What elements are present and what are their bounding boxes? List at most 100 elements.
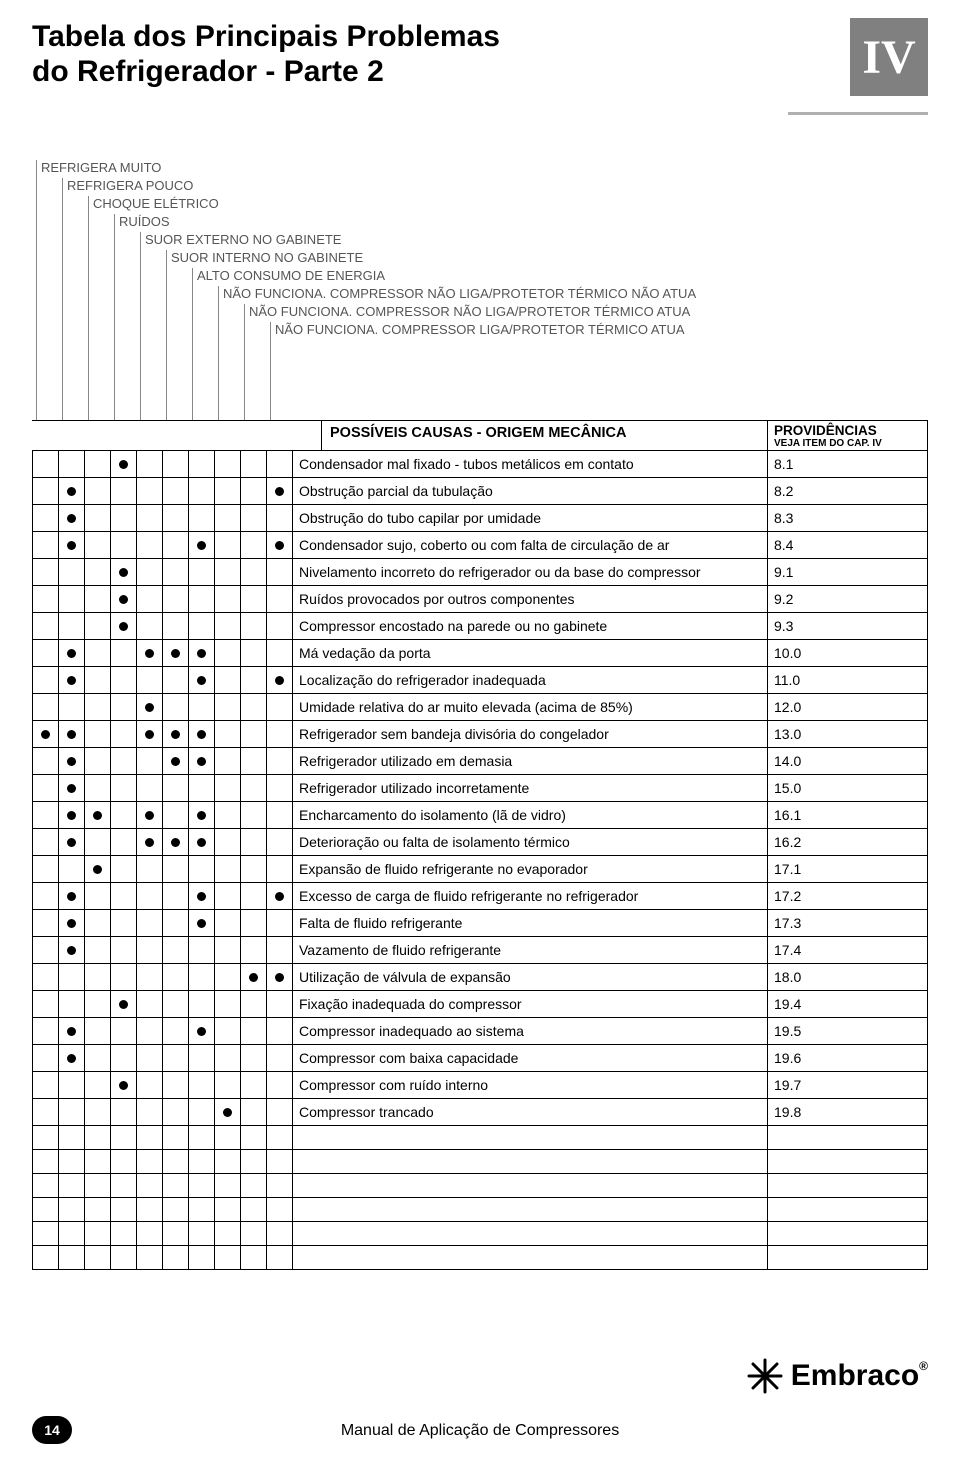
cause-description: Deterioração ou falta de isolamento térm…: [293, 829, 768, 856]
symptom-dot-cell: [137, 829, 163, 856]
symptom-dot-cell: [215, 775, 241, 802]
blank-cell: [293, 1246, 768, 1270]
blank-cell: [267, 1222, 293, 1246]
symptom-dot-cell: [215, 802, 241, 829]
symptom-dot-cell: [59, 856, 85, 883]
symptom-dot-cell: [267, 1072, 293, 1099]
symptom-dot-cell: [33, 640, 59, 667]
symptom-dot-cell: [241, 802, 267, 829]
symptom-dot-cell: [111, 883, 137, 910]
footer-title: Manual de Aplicação de Compressores: [0, 1422, 960, 1440]
symptom-dot-cell: [163, 694, 189, 721]
symptom-dot-cell: [33, 829, 59, 856]
dot-marker: [67, 730, 76, 739]
symptom-dot-cell: [215, 1018, 241, 1045]
symptom-dot-cell: [111, 937, 137, 964]
symptom-dot-cell: [33, 991, 59, 1018]
cause-description: Refrigerador utilizado incorretamente: [293, 775, 768, 802]
symptom-dot-cell: [137, 559, 163, 586]
blank-cell: [215, 1174, 241, 1198]
symptom-dot-cell: [267, 694, 293, 721]
symptom-dot-cell: [189, 640, 215, 667]
dot-marker: [275, 892, 284, 901]
blank-cell: [215, 1198, 241, 1222]
symptom-dot-cell: [111, 775, 137, 802]
symptom-dot-cell: [215, 667, 241, 694]
symptom-dot-cell: [33, 856, 59, 883]
table-row: Refrigerador utilizado em demasia14.0: [33, 748, 928, 775]
symptom-dot-cell: [189, 532, 215, 559]
symptom-dot-cell: [215, 748, 241, 775]
symptom-dot-cell: [33, 910, 59, 937]
symptom-dot-cell: [215, 478, 241, 505]
symptom-dot-cell: [33, 505, 59, 532]
table-row-blank: [33, 1246, 928, 1270]
dot-marker: [67, 892, 76, 901]
blank-cell: [111, 1246, 137, 1270]
symptom-dot-cell: [33, 586, 59, 613]
reference-code: 19.6: [768, 1045, 928, 1072]
dot-marker: [223, 1108, 232, 1117]
symptom-dot-cell: [267, 829, 293, 856]
symptom-dot-cell: [163, 721, 189, 748]
reference-code: 19.8: [768, 1099, 928, 1126]
snowflake-icon: [747, 1358, 783, 1394]
symptom-dot-cell: [267, 964, 293, 991]
title-line-1: Tabela dos Principais Problemas: [32, 20, 500, 53]
symptom-dot-cell: [241, 640, 267, 667]
blank-cell: [189, 1246, 215, 1270]
cause-description: Refrigerador sem bandeja divisória do co…: [293, 721, 768, 748]
symptom-dot-cell: [137, 451, 163, 478]
blank-cell: [189, 1222, 215, 1246]
blank-cell: [85, 1174, 111, 1198]
symptom-dot-cell: [241, 1018, 267, 1045]
table-row: Localização do refrigerador inadequada11…: [33, 667, 928, 694]
symptom-dot-cell: [137, 532, 163, 559]
symptom-dot-cell: [111, 613, 137, 640]
table-row: Refrigerador sem bandeja divisória do co…: [33, 721, 928, 748]
symptom-dot-cell: [59, 613, 85, 640]
symptom-dot-cell: [59, 775, 85, 802]
symptom-dot-cell: [59, 910, 85, 937]
symptom-dot-cell: [163, 775, 189, 802]
chapter-underline: [788, 112, 928, 115]
symptom-column-line: [166, 266, 167, 420]
symptom-dot-cell: [85, 937, 111, 964]
blank-cell: [111, 1150, 137, 1174]
symptom-dot-cell: [33, 613, 59, 640]
symptom-dot-cell: [163, 613, 189, 640]
dot-marker: [67, 514, 76, 523]
symptom-dot-cell: [85, 478, 111, 505]
symptom-dot-cell: [111, 1045, 137, 1072]
blank-cell: [111, 1126, 137, 1150]
blank-cell: [163, 1150, 189, 1174]
symptom-dot-cell: [111, 829, 137, 856]
symptom-dot-cell: [85, 451, 111, 478]
symptom-dot-cell: [137, 775, 163, 802]
dot-marker: [67, 838, 76, 847]
symptom-dot-cell: [111, 964, 137, 991]
symptom-dot-cell: [111, 640, 137, 667]
dot-marker: [67, 541, 76, 550]
dot-marker: [41, 730, 50, 739]
symptom-dot-cell: [85, 613, 111, 640]
reference-code: 13.0: [768, 721, 928, 748]
providencias-subheader: VEJA ITEM DO CAP. IV: [774, 438, 921, 449]
symptom-dot-cell: [241, 505, 267, 532]
symptom-dot-cell: [267, 532, 293, 559]
table-row: Umidade relativa do ar muito elevada (ac…: [33, 694, 928, 721]
symptom-dot-cell: [189, 910, 215, 937]
reference-code: 12.0: [768, 694, 928, 721]
dot-marker: [119, 1081, 128, 1090]
main-content: REFRIGERA MUITOREFRIGERA POUCOCHOQUE ELÉ…: [32, 160, 928, 450]
cause-description: Vazamento de fluido refrigerante: [293, 937, 768, 964]
symptom-dot-cell: [85, 1099, 111, 1126]
symptom-dot-cell: [59, 964, 85, 991]
blank-cell: [267, 1198, 293, 1222]
symptom-dot-cell: [111, 478, 137, 505]
symptom-dot-cell: [215, 721, 241, 748]
cause-description: Expansão de fluido refrigerante no evapo…: [293, 856, 768, 883]
symptom-dot-cell: [215, 856, 241, 883]
symptom-dot-cell: [59, 1099, 85, 1126]
symptom-dot-cell: [189, 694, 215, 721]
